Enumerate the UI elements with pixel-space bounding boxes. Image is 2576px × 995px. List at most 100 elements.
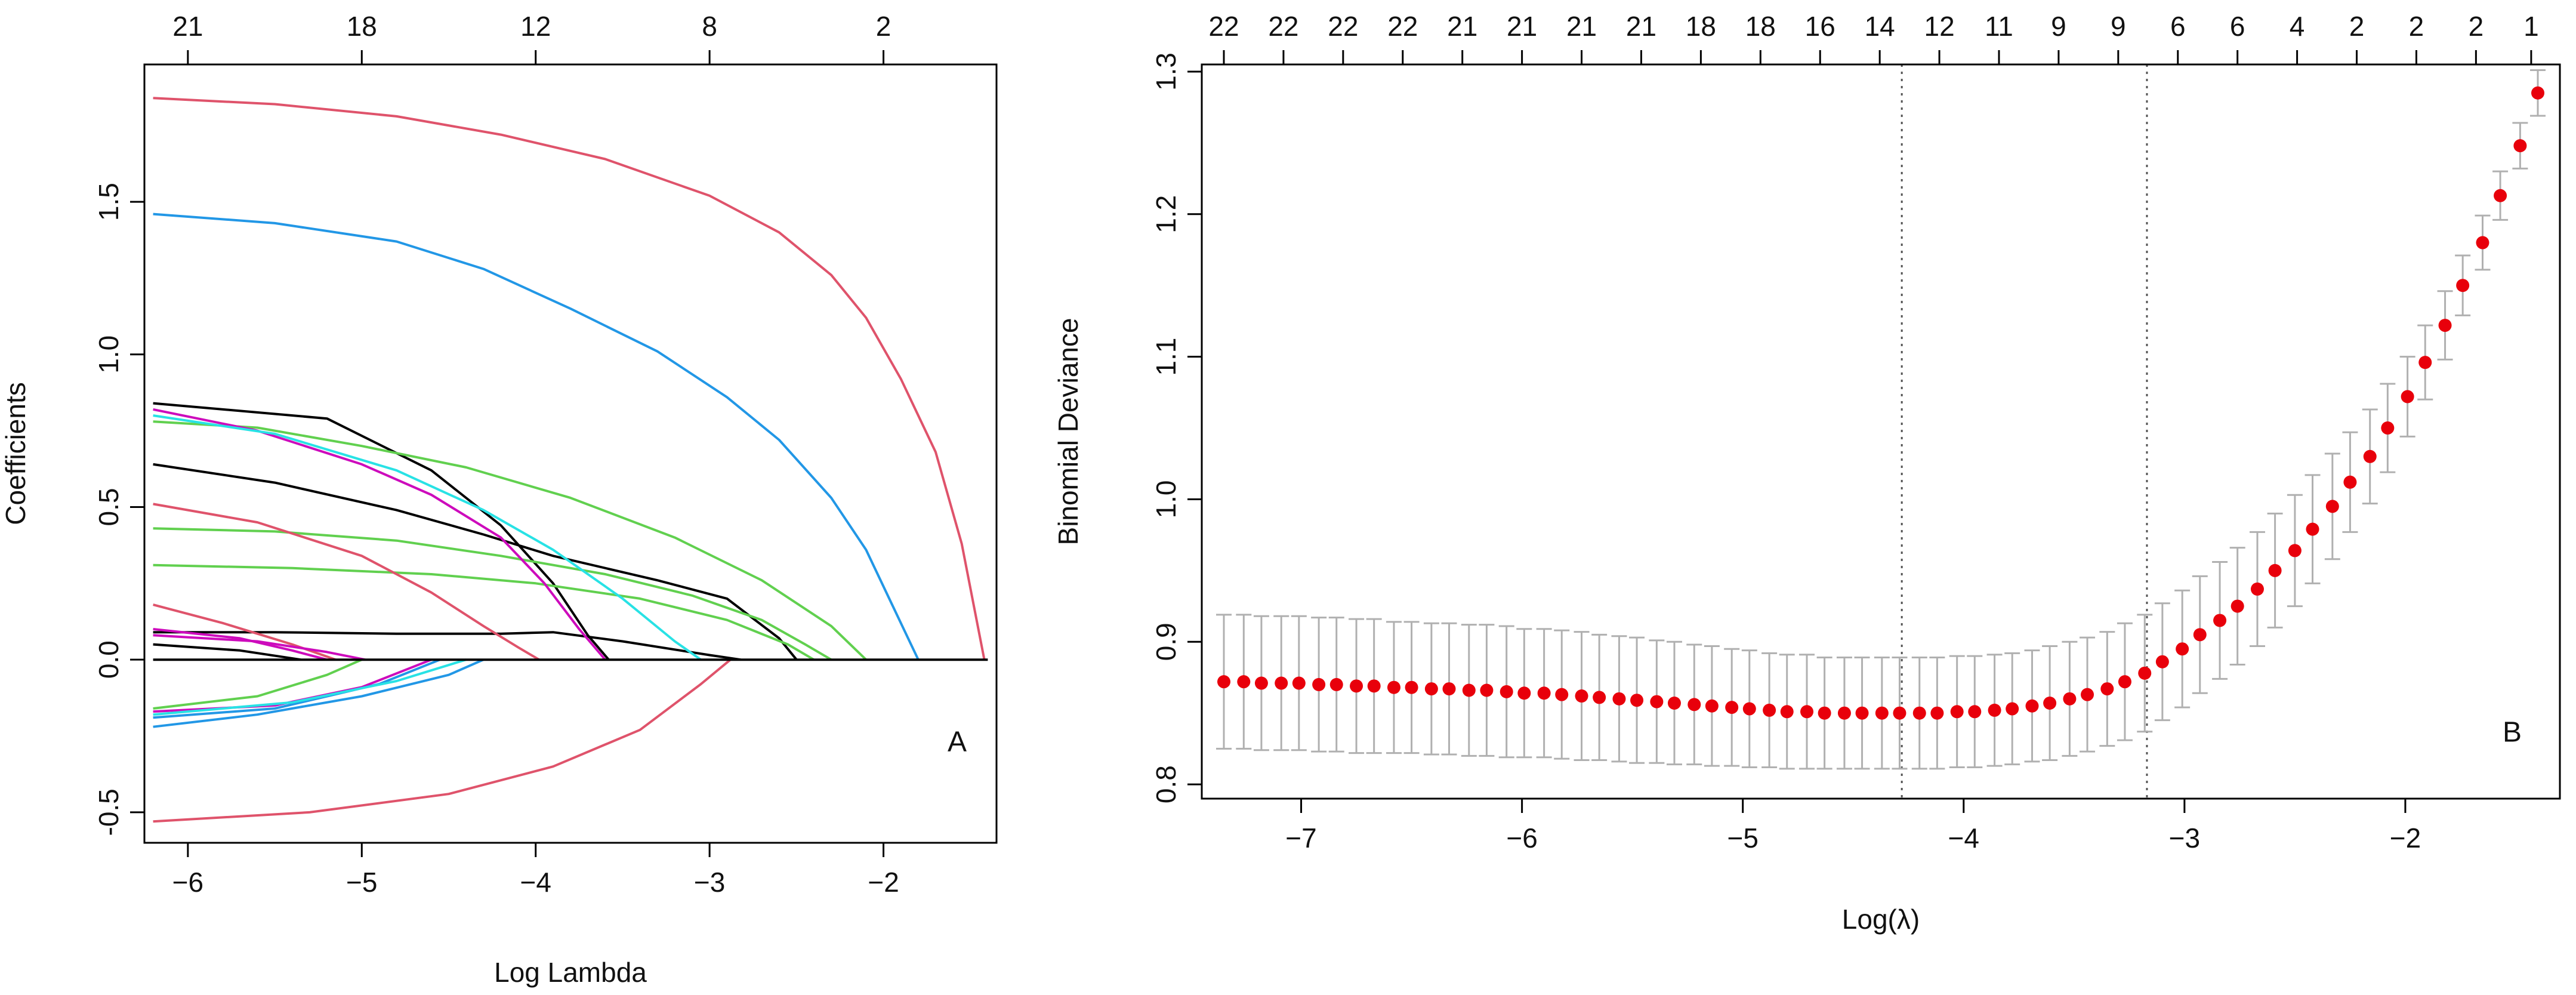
deviance-point [1442, 682, 1456, 696]
deviance-point [2193, 628, 2207, 642]
deviance-point [1667, 696, 1681, 710]
deviance-point [2063, 692, 2077, 706]
deviance-point [1800, 705, 1814, 719]
deviance-point [2025, 699, 2039, 713]
coefficient-path-black [153, 402, 610, 661]
top-axis-label: 11 [1985, 11, 2013, 42]
lambda-reference-lines [1901, 64, 2148, 799]
deviance-point [2438, 319, 2452, 332]
x-tick-label: −4 [520, 867, 551, 898]
deviance-point [1912, 706, 1926, 720]
deviance-point [2343, 475, 2357, 489]
top-axis-label: 21 [1626, 11, 1656, 42]
deviance-point [2531, 86, 2544, 100]
deviance-point [2231, 599, 2244, 613]
deviance-point [1968, 705, 1982, 719]
coefficient-path-black [153, 643, 301, 661]
coefficient-path-magenta [153, 408, 606, 661]
coefficient-path-red [153, 97, 986, 660]
top-axis-label: 12 [520, 11, 551, 42]
coefficient-path-green [153, 527, 832, 661]
deviance-point [2081, 688, 2094, 701]
deviance-point [1988, 703, 2001, 717]
deviance-point [1950, 705, 1964, 719]
coefficient-path-black [153, 463, 798, 661]
panel-b-label: B [2503, 716, 2522, 748]
deviance-point [1687, 698, 1701, 711]
deviance-points [1217, 86, 2544, 720]
deviance-point [2268, 563, 2282, 577]
panel-b-axes: −7 −6 −5 −4 −3 −20.80.91.01.11.21.322 22 22 22 21… [1150, 11, 2539, 854]
panel-a-label: A [948, 726, 967, 758]
coefficient-paths [153, 97, 988, 823]
coefficient-path-cyan [153, 658, 467, 716]
panel-a-x-axis-label: Log Lambda [494, 957, 647, 988]
deviance-point [1705, 699, 1719, 713]
y-tick-label: 1.3 [1150, 53, 1181, 91]
x-tick-label: −2 [2390, 823, 2421, 854]
top-axis-label: 22 [1268, 11, 1298, 42]
coefficient-path-blue [153, 212, 920, 661]
x-tick-label: −2 [868, 867, 899, 898]
y-tick-label: 1.0 [1150, 480, 1181, 518]
coefficient-path-magenta [153, 628, 328, 661]
deviance-point [1312, 677, 1326, 691]
deviance-point [1780, 705, 1794, 719]
deviance-point [1254, 676, 1268, 690]
deviance-point [2381, 421, 2395, 435]
x-tick-label: −5 [346, 867, 377, 898]
y-tick-label: 1.0 [93, 335, 124, 374]
deviance-point [2401, 390, 2414, 403]
top-axis-label: 14 [1865, 11, 1895, 42]
top-axis-label: 18 [1686, 11, 1716, 42]
deviance-point [1500, 685, 1513, 698]
top-axis-label: 16 [1805, 11, 1835, 42]
coefficient-path-black [153, 631, 741, 661]
x-tick-label: −3 [694, 867, 725, 898]
deviance-point [2456, 279, 2470, 292]
panel-a-y-axis-label: Coefficients [0, 382, 31, 525]
top-axis-label: 18 [347, 11, 377, 42]
panel-b-x-axis-label: Log(λ) [1842, 904, 1920, 935]
deviance-point [1367, 679, 1381, 693]
deviance-point [1612, 692, 1626, 706]
coefficient-path-cyan [153, 414, 702, 661]
deviance-error-bars [1216, 69, 2546, 770]
deviance-point [1387, 680, 1400, 694]
deviance-point [1237, 675, 1251, 689]
deviance-point [1462, 683, 1476, 697]
coefficient-path-blue [153, 658, 485, 728]
panel-b-y-axis-label: Binomial Deviance [1053, 318, 1084, 546]
deviance-point [2494, 189, 2507, 202]
top-axis-label: 12 [1924, 11, 1954, 42]
top-axis-label: 9 [2111, 11, 2126, 42]
deviance-point [1855, 706, 1869, 720]
deviance-point [1818, 706, 1831, 720]
x-tick-label: −7 [1285, 823, 1316, 854]
deviance-point [2006, 702, 2019, 716]
y-tick-label: 0.9 [1150, 623, 1181, 661]
deviance-point [1424, 682, 1438, 696]
deviance-point [2363, 449, 2377, 463]
coefficient-path-red [153, 503, 540, 661]
top-axis-label: 22 [1208, 11, 1239, 42]
top-axis-label: 4 [2290, 11, 2305, 42]
top-axis-label: 8 [702, 11, 717, 42]
deviance-point [1837, 706, 1851, 720]
deviance-point [1630, 694, 1644, 707]
y-tick-label: 0.0 [93, 640, 124, 679]
deviance-point [1217, 675, 1231, 689]
x-tick-label: −3 [2169, 823, 2200, 854]
deviance-point [1875, 706, 1889, 720]
top-axis-label: 2 [2409, 11, 2424, 42]
y-tick-label: 0.8 [1150, 765, 1181, 803]
deviance-point [2476, 236, 2489, 249]
deviance-point [1742, 702, 1756, 716]
top-axis-label: 1 [2523, 11, 2539, 42]
y-tick-label: 0.5 [93, 488, 124, 526]
y-tick-label: 1.2 [1150, 195, 1181, 233]
top-axis-label: 2 [2349, 11, 2365, 42]
deviance-point [1517, 686, 1531, 700]
panel-a-axes: −6 −5 −4 −3 −2 -0.5 0.0 0.5 1.0 1.5 21 18 12 8 2 [93, 11, 899, 898]
